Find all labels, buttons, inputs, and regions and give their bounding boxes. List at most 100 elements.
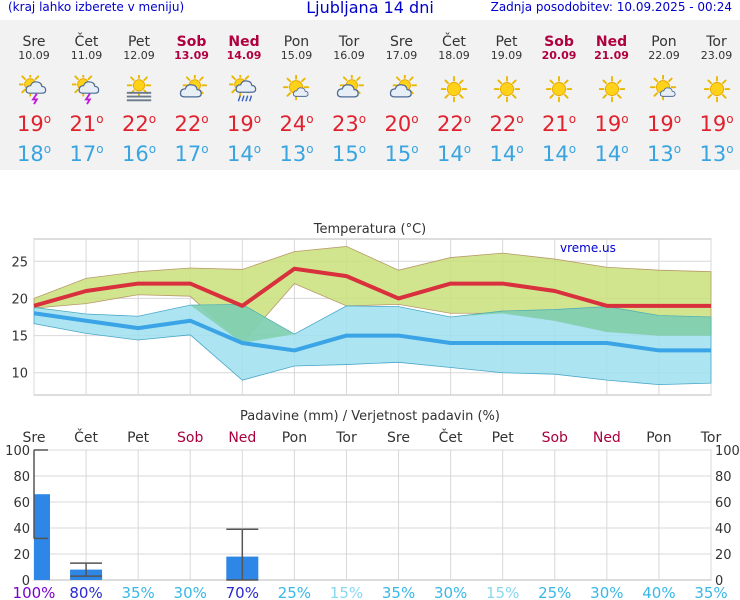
min-temperature: 14o — [226, 142, 262, 166]
day-name: Ned — [228, 34, 260, 50]
max-temperature: 24o — [279, 112, 314, 136]
day-axis-label: Sre — [23, 430, 46, 446]
day-axis-label: Tor — [335, 430, 357, 446]
watermark-text: vreme.us — [560, 241, 616, 255]
day-date: 10.09 — [18, 49, 50, 62]
day-name: Pon — [651, 34, 677, 50]
max-temperature: 21o — [541, 112, 577, 136]
day-axis-label: Pet — [492, 430, 515, 446]
y-tick-label-right: 40 — [715, 522, 732, 537]
y-tick-label-left: 100 — [5, 444, 30, 459]
y-tick-label-right: 100 — [715, 444, 740, 459]
precipitation-probability-label: 30% — [174, 584, 207, 600]
y-tick-label: 20 — [11, 292, 28, 307]
day-date: 13.09 — [174, 49, 209, 62]
day-date: 20.09 — [541, 49, 577, 62]
range-overlap-band — [34, 304, 711, 343]
max-temperature: 20o — [384, 112, 419, 136]
day-date: 18.09 — [438, 49, 470, 62]
min-temperature: 13o — [699, 142, 734, 166]
precipitation-bar — [34, 494, 50, 580]
precipitation-chart: Padavine (mm) / Verjetnost padavin (%) Sr… — [5, 409, 740, 600]
precipitation-probability-label: 25% — [278, 584, 311, 600]
day-name: Čet — [74, 34, 99, 50]
y-tick-label-left: 80 — [13, 470, 30, 485]
y-tick-label-right: 60 — [715, 496, 732, 511]
partly-cloudy-icon — [389, 75, 417, 98]
min-temperature-line — [33, 311, 711, 353]
y-tick-label-left: 0 — [22, 574, 30, 589]
day-axis-label: Pon — [282, 430, 307, 446]
day-date: 16.09 — [333, 49, 365, 62]
mostly-sunny-icon — [649, 75, 677, 101]
y-tick-label: 25 — [11, 255, 28, 270]
day-name: Ned — [595, 34, 628, 50]
day-date: 14.09 — [226, 49, 262, 62]
day-axis-label: Tor — [700, 430, 722, 446]
day-date: 23.09 — [700, 49, 733, 62]
max-temperature: 22o — [121, 112, 157, 136]
day-date: 17.09 — [385, 49, 418, 62]
y-tick-label: 15 — [11, 330, 28, 345]
day-date: 19.09 — [490, 49, 523, 62]
day-name: Pon — [283, 34, 310, 50]
y-tick-label-left: 60 — [13, 496, 30, 511]
day-axis-label: Čet — [74, 428, 98, 446]
min-temperature: 16o — [121, 142, 157, 166]
precipitation-probability-label: 35% — [694, 584, 727, 600]
y-tick-label-left: 20 — [13, 548, 30, 563]
day-axis-label: Pet — [127, 430, 150, 446]
temperature-chart: Temperatura (°C) 10 15 20 25 vreme.us — [11, 222, 712, 396]
min-temperature: 15o — [331, 142, 367, 166]
y-tick-label-right: 20 — [715, 548, 732, 563]
sunny-icon — [598, 75, 625, 103]
precipitation-probability-label: 15% — [330, 584, 363, 600]
precipitation-probability-label: 30% — [590, 584, 623, 600]
day-name: Sre — [22, 34, 46, 50]
max-temperature: 22o — [436, 112, 472, 136]
min-temperature: 13o — [646, 142, 682, 166]
y-tick-label-right: 0 — [715, 574, 723, 589]
precipitation-probability-label: 40% — [642, 584, 675, 600]
day-axis-label: Sob — [177, 430, 203, 446]
day-name: Pet — [495, 34, 518, 50]
page-title: Ljubljana 14 dni — [306, 0, 434, 17]
temperature-chart-title: Temperatura (°C) — [313, 222, 426, 237]
day-name: Sob — [544, 34, 574, 50]
day-name: Čet — [442, 34, 466, 50]
min-temperature: 17o — [69, 142, 104, 166]
day-date: 11.09 — [70, 49, 103, 62]
min-temperature: 13o — [279, 142, 314, 166]
day-axis-label: Sob — [542, 430, 568, 446]
precipitation-probability-label: 80% — [69, 584, 102, 600]
partly-cloudy-icon — [179, 75, 207, 98]
min-temperature: 14o — [594, 142, 629, 166]
precipitation-probability-label: 25% — [538, 584, 571, 600]
day-axis-label: Pon — [646, 430, 671, 446]
day-name: Tor — [338, 34, 360, 50]
day-date: 15.09 — [280, 49, 313, 62]
sunny-icon — [545, 75, 573, 103]
max-temperature: 19o — [646, 112, 682, 136]
min-temperature: 14o — [436, 142, 472, 166]
partly-cloudy-icon — [336, 75, 364, 98]
mostly-sunny-icon — [282, 75, 309, 101]
precipitation-probability-label: 15% — [486, 584, 519, 600]
max-temperature: 19o — [594, 112, 629, 136]
min-temperature: 14o — [541, 142, 577, 166]
daily-forecast-strip: Sre 10.09 19o 18o Čet 11.09 21o 17o Pet 12.09 22o 1… — [0, 20, 740, 170]
plot-area — [33, 449, 712, 581]
max-temperature-line — [33, 266, 711, 308]
min-temperature: 18o — [16, 142, 52, 166]
partly-sunny-thunderstorm-icon — [71, 75, 99, 105]
day-name: Tor — [706, 34, 727, 50]
y-tick-label: 10 — [11, 367, 28, 382]
day-date: 12.09 — [123, 49, 155, 62]
max-temperature: 21o — [69, 112, 104, 136]
precipitation-probability-label: 70% — [226, 584, 259, 600]
partly-sunny-thunderstorm-icon — [19, 75, 47, 105]
precipitation-chart-title: Padavine (mm) / Verjetnost padavin (%) — [240, 409, 500, 424]
max-temperature: 19o — [16, 112, 52, 136]
day-date: 22.09 — [648, 49, 680, 62]
max-temperature: 19o — [699, 112, 734, 136]
